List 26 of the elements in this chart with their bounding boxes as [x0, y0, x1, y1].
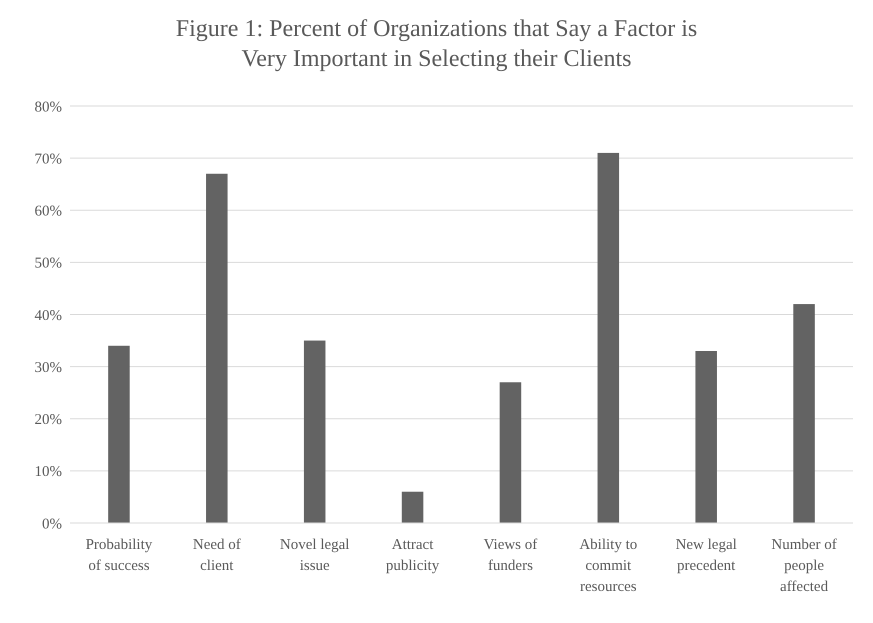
x-tick-label: Number of people affected [771, 537, 837, 595]
x-tick-label: Ability to commit resources [579, 537, 638, 595]
bar [500, 382, 522, 523]
x-tick-label: Probability of success [86, 537, 153, 574]
x-tick-label: Novel legal issue [280, 537, 350, 574]
x-tick-label: Need of client [192, 537, 241, 574]
y-tick-label: 0% [42, 516, 62, 532]
bar [598, 152, 620, 523]
bar [695, 350, 717, 523]
x-tick-label: New legal precedent [676, 537, 737, 574]
y-tick-label: 70% [34, 151, 62, 168]
x-tick-label: Views of funders [484, 537, 538, 574]
bar [793, 304, 815, 523]
y-tick-label: 20% [34, 412, 62, 428]
y-tick-label: 40% [34, 308, 62, 324]
chart-title: Figure 1: Percent of Organizations that Say a Factor is Very Important in Selecting their Clients [176, 16, 698, 72]
x-tick-label: Attract publicity [386, 537, 440, 574]
y-tick-label: 50% [34, 256, 62, 272]
bar [402, 492, 424, 523]
y-tick-label: 10% [34, 464, 62, 480]
y-tick-label: 30% [34, 360, 62, 376]
bar [206, 174, 228, 523]
bar [108, 346, 130, 523]
bar [304, 340, 326, 523]
y-tick-label: 80% [34, 99, 62, 116]
y-tick-label: 60% [34, 204, 62, 220]
